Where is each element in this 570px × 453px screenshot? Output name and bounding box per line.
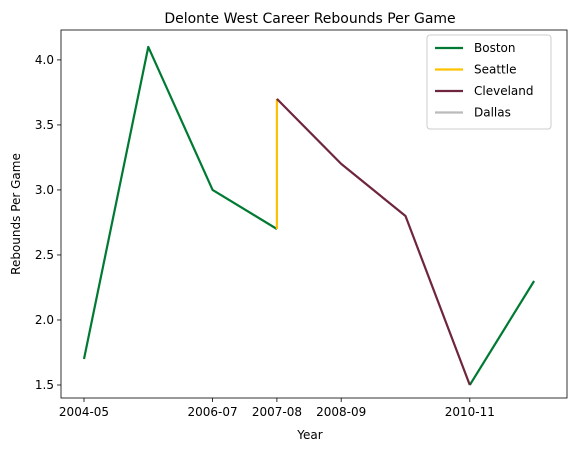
legend-label-boston: Boston xyxy=(474,41,515,55)
x-tick-label: 2004-05 xyxy=(59,405,109,419)
plot-frame xyxy=(60,29,568,399)
series-line-cleveland-0 xyxy=(276,98,471,386)
plot-area: 1.5 2.0 2.5 3.0 3.5 4.0 2004-05 2006-07 2007-08 2… xyxy=(35,29,568,419)
series-line-boston-0 xyxy=(82,45,278,360)
legend-label-cleveland: Cleveland xyxy=(474,84,534,98)
legend-label-seattle: Seattle xyxy=(474,63,516,77)
x-axis-title: Year xyxy=(296,428,322,442)
y-tick-label: 2.5 xyxy=(35,248,54,262)
legend-box xyxy=(426,34,552,130)
y-tick-label: 3.0 xyxy=(35,183,54,197)
chart-title: Delonte West Career Rebounds Per Game xyxy=(164,11,455,27)
x-tick-label: 2007-08 xyxy=(252,405,302,419)
x-tick-label: 2010-11 xyxy=(445,405,495,419)
legend: Boston Seattle Cleveland Dallas xyxy=(426,34,552,130)
x-tick-label: 2008-09 xyxy=(316,405,366,419)
y-tick-label: 4.0 xyxy=(35,53,54,67)
legend-label-dallas: Dallas xyxy=(474,106,511,120)
y-tick-label: 3.5 xyxy=(35,118,54,132)
series-line-boston-1 xyxy=(468,280,536,386)
y-tick-label: 2.0 xyxy=(35,313,54,327)
x-tick-label: 2006-07 xyxy=(188,405,238,419)
y-tick-label: 1.5 xyxy=(35,378,54,392)
y-axis-title: Rebounds Per Game xyxy=(9,153,23,275)
